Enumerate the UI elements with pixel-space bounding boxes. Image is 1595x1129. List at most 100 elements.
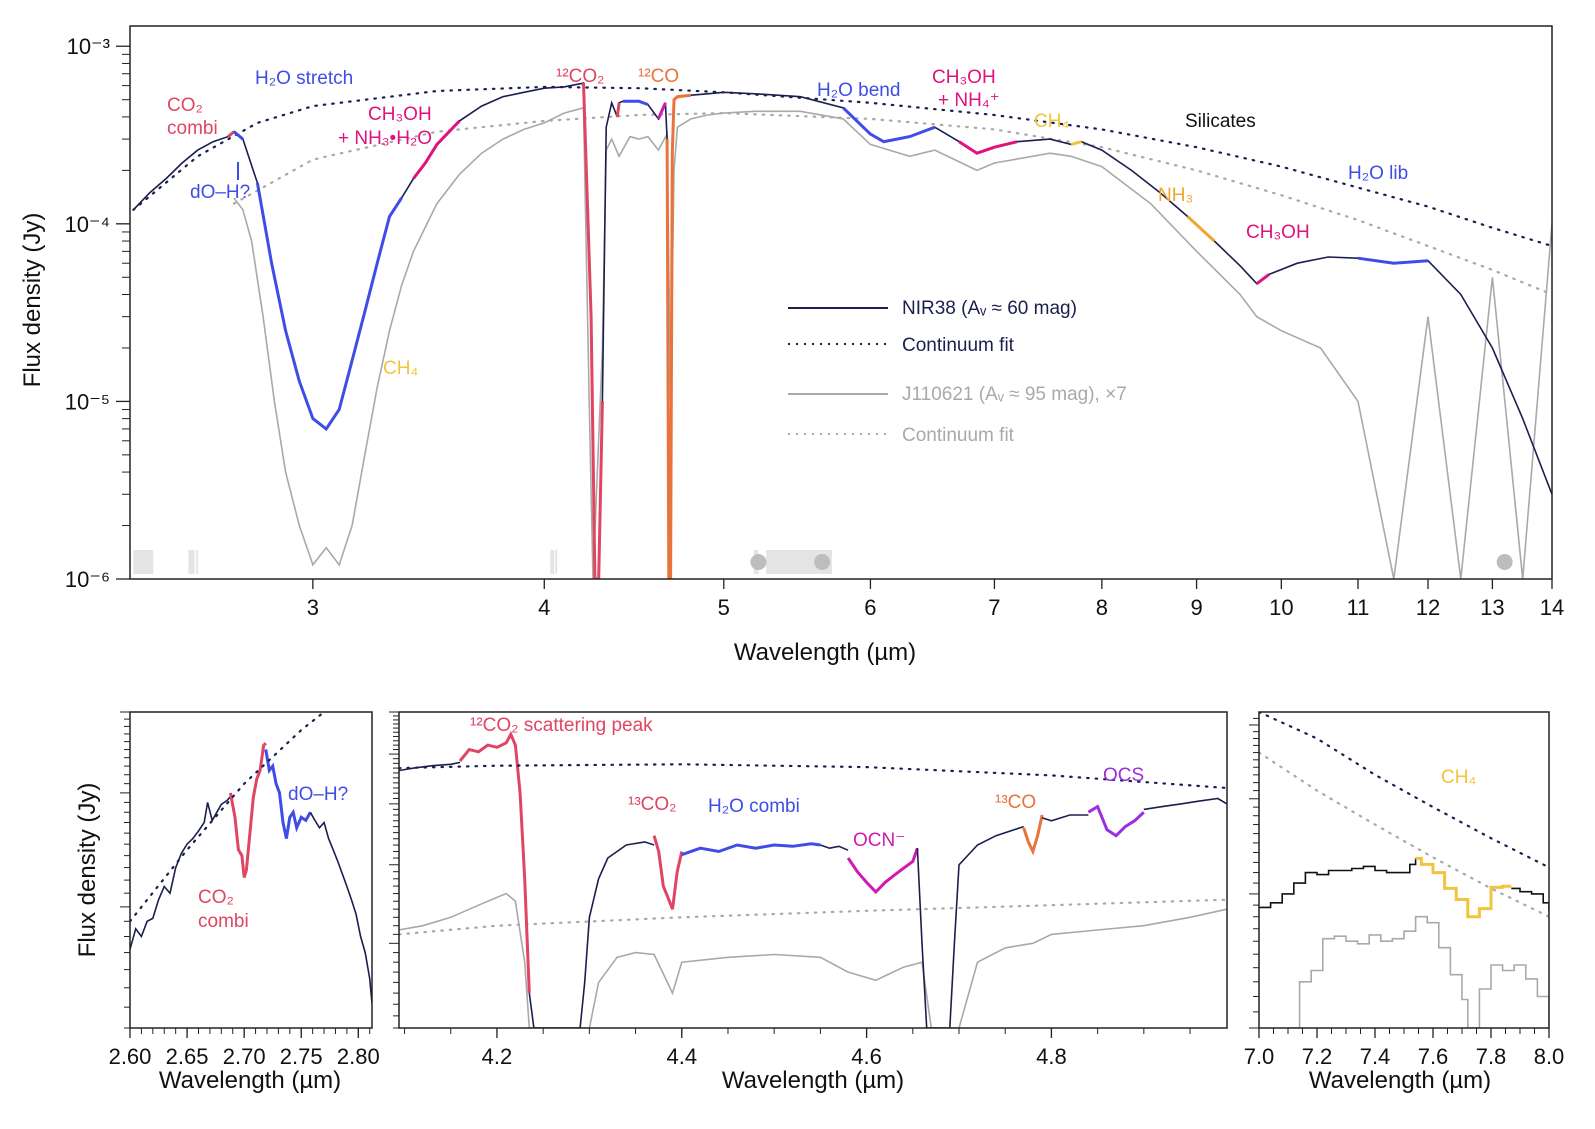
feature-12co2 [582,83,604,579]
annotation-h2o-stretch: H₂O stretch [255,68,353,89]
x-tick-label: 2.70 [223,1044,266,1069]
overview-series [132,82,1552,579]
p3-annotation-ch4: CH₄ [1441,767,1476,788]
series-j110621-continuum-fit [1259,751,1549,918]
series-13co2 [652,835,684,910]
x-tick-label: 2.80 [337,1044,380,1069]
x-tick-label: 7.4 [1360,1044,1391,1069]
x-tick-label: 2.65 [166,1044,209,1069]
series-ocs [1087,804,1145,838]
x-tick-label: 12 [1416,595,1440,620]
zoom-panel-2.6-2.8um: 2.60 2.65 2.70 2.75 2.80 Wavelength (µm) Flu… [74,711,380,1094]
series-continuum-fit [130,712,326,923]
p1-annotation-doh: dO–H? [288,784,348,805]
annotation-ch4-3um: CH₄ [383,358,418,379]
x-tick-label: 14 [1540,595,1564,620]
feature-co2-combi [227,130,235,138]
annotation-ch4-7.7um: CH₄ [1034,111,1069,132]
annotation-12co2: ¹²CO₂ [556,66,605,87]
feature-ocn- [657,102,667,120]
overview-x-ticks: 3 4 5 6 7 8 9 10 11 12 13 14 [307,579,1564,620]
p1-annotation-co2-line2: combi [198,911,249,932]
feature-12co [665,93,692,579]
annotation-ch3oh-nh4-line2: + NH₄⁺ [938,90,1000,111]
feature-ch3oh-nh3-h2o [412,119,461,180]
legend-label-nir38-continuum: Continuum fit [902,335,1015,356]
x-tick-label: 13 [1480,595,1504,620]
zoom-panel-3-ticks: 7.0 7.2 7.4 7.6 7.8 8.0 [1244,717,1564,1069]
zoom-panel-2-x-axis-title: Wavelength (µm) [722,1067,904,1094]
x-tick-label: 11 [1347,595,1370,620]
x-tick-label: 4.4 [666,1044,697,1069]
x-tick-label: 3 [307,595,319,620]
overview-y-axis-title: Flux density (Jy) [19,213,46,388]
p1-annotation-co2-line1: CO₂ [198,887,234,908]
overview-y-ticks: 10⁻³ 10⁻⁴ 10⁻⁵ 10⁻⁶ [64,34,130,592]
zoom-panel-1-frame [129,711,373,1029]
feature-h2o-combi [622,99,649,106]
p2-annotation-ocs: OCS [1103,765,1144,786]
series-do-h- [264,749,312,839]
zoom-panel-1-ticks: 2.60 2.65 2.70 2.75 2.80 [109,711,380,1069]
annotation-co2-combi-line1: CO₂ [167,95,203,116]
x-tick-label: 7.6 [1418,1044,1449,1069]
legend: NIR38 (Aᵥ ≈ 60 mag) Continuum fit J11062… [788,298,1127,446]
legend-label-nir38: NIR38 (Aᵥ ≈ 60 mag) [902,298,1077,319]
x-tick-label: 7.2 [1302,1044,1333,1069]
bottom-y-axis-title: Flux density (Jy) [74,783,101,958]
zoom-panel-2-ticks: 4.2 4.4 4.6 4.8 [389,711,1191,1069]
y-tick-label: 10⁻³ [67,34,110,59]
series-j110621-7 [1288,915,1549,1028]
x-tick-label: 4.2 [482,1044,513,1069]
x-tick-label: 6 [864,595,876,620]
zoom-panel-1-series [130,712,372,1004]
legend-label-j110621-continuum: Continuum fit [902,425,1015,446]
series-j110621-continuum-fit [399,898,1227,936]
masked-region [133,550,154,574]
p2-annotation-12co2-scattering-peak: ¹²CO₂ scattering peak [470,715,653,736]
masked-region [196,550,199,574]
series-continuum-fit [1259,712,1549,869]
feature-h2o-lib [1357,256,1429,265]
x-tick-label: 8 [1096,595,1108,620]
series-nir38-end- [1511,887,1549,911]
feature-do-h- [233,130,244,141]
p2-annotation-13co2: ¹³CO₂ [628,794,677,815]
series-ocn- [846,847,919,895]
zoom-panel-1-x-axis-title: Wavelength (µm) [159,1067,341,1094]
zoom-panel-3-x-axis-title: Wavelength (µm) [1309,1067,1491,1094]
overview-panel: 3 4 5 6 7 8 9 10 11 12 13 14 10⁻³ 10⁻⁴ 10⁻⁵ 10⁻⁶ Wavel… [19,25,1564,666]
x-tick-label: 4.6 [851,1044,882,1069]
y-tick-label: 10⁻⁵ [65,389,110,414]
series-nir38-after-13co- [1041,814,1089,822]
zoom-panel-4.1-5.0um: 4.2 4.4 4.6 4.8 Wavelength (µm) ¹²CO₂ scatt… [389,711,1228,1094]
x-tick-label: 4 [538,595,550,620]
series-continuum-fit [399,763,1227,790]
masked-region [555,550,558,574]
overview-frame [129,25,1553,580]
x-tick-label: 7.0 [1244,1044,1275,1069]
feature-ch3oh-nh4- [958,140,1018,155]
floor-marker [1496,554,1513,570]
feature-ch4 [1070,140,1082,146]
x-tick-label: 2.75 [280,1044,323,1069]
floor-marker [814,554,831,570]
y-tick-label: 10⁻⁶ [65,567,110,592]
floor-marker [750,554,767,570]
y-tick-label: 10⁻⁴ [64,212,110,237]
annotation-doh: dO–H? [190,182,250,203]
annotation-co2-combi-line2: combi [167,118,218,139]
legend-label-j110621: J110621 (Aᵥ ≈ 95 mag), ×7 [902,384,1127,405]
series-h2o-combi [681,842,821,857]
x-tick-label: 10 [1269,595,1293,620]
series-co2-combi [229,742,267,878]
annotation-ch3oh-nh3-line1: CH₃OH [368,104,432,125]
zoom-panel-2-frame [398,711,1228,1029]
zoom-panel-3-series [1259,712,1549,1028]
series-j110621-7 [233,106,1552,579]
series-nir38-mid- [820,844,849,851]
overview-x-axis-title: Wavelength (µm) [734,639,916,666]
masked-region [550,550,555,574]
x-tick-label: 4.8 [1036,1044,1067,1069]
